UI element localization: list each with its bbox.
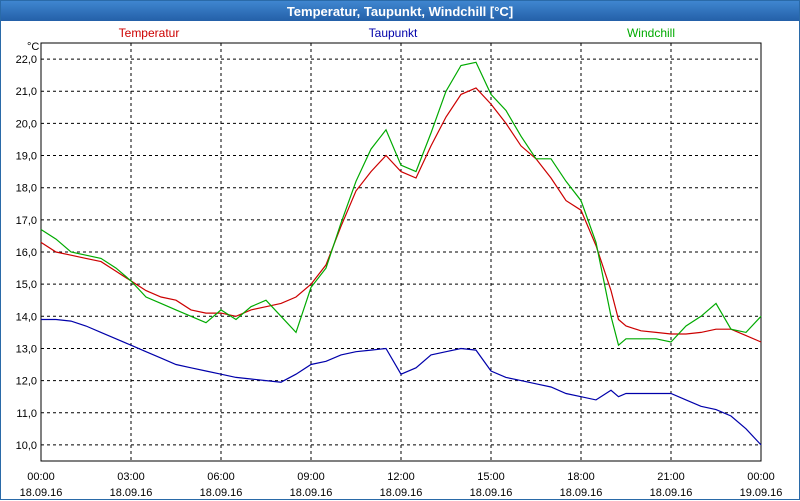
y-tick-label: 11,0: [16, 408, 37, 420]
legend-taupunkt: Taupunkt: [369, 26, 418, 40]
x-tick-time: 03:00: [117, 471, 145, 483]
x-tick-date: 19.09.16: [740, 487, 783, 499]
y-tick-label: 17,0: [16, 215, 37, 227]
x-tick-date: 18.09.16: [290, 487, 333, 499]
y-tick-label: 18,0: [16, 183, 37, 195]
window-title: Temperatur, Taupunkt, Windchill [°C]: [1, 1, 799, 21]
plot-border: [40, 42, 762, 462]
x-tick-time: 12:00: [387, 471, 415, 483]
y-tick-label: 16,0: [16, 247, 37, 259]
x-tick-time: 09:00: [297, 471, 325, 483]
x-tick-time: 18:00: [567, 471, 595, 483]
grid-lines: [41, 43, 761, 461]
y-tick-label: 20,0: [16, 118, 37, 130]
x-tick-date: 18.09.16: [20, 487, 63, 499]
x-tick-date: 18.09.16: [650, 487, 693, 499]
x-tick-time: 06:00: [207, 471, 235, 483]
y-axis-label: °C: [27, 41, 39, 53]
y-tick-label: 14,0: [16, 311, 37, 323]
x-tick-time: 21:00: [657, 471, 685, 483]
series-temperatur-line: [40, 87, 762, 343]
series-taupunkt-line: [41, 318, 762, 446]
x-tick-date: 18.09.16: [200, 487, 243, 499]
legend: Temperatur Taupunkt Windchill: [119, 26, 675, 40]
y-tick-label: 13,0: [16, 343, 37, 355]
y-tick-label: 15,0: [16, 279, 37, 291]
x-tick-time: 00:00: [27, 471, 55, 483]
x-tick-date: 18.09.16: [110, 487, 153, 499]
legend-windchill: Windchill: [627, 26, 675, 40]
series-windchill-line: [40, 61, 762, 347]
y-tick-label: 12,0: [16, 376, 37, 388]
y-tick-label: 10,0: [16, 440, 37, 452]
x-tick-date: 18.09.16: [380, 487, 423, 499]
x-tick-time: 00:00: [747, 471, 775, 483]
y-tick-labels: 10,0 11,0 12,0 13,0 14,0 15,0 16,0 17,0 18,0 19,0…: [16, 54, 37, 452]
y-tick-label: 22,0: [16, 54, 37, 66]
series-lines: [40, 61, 762, 446]
y-tick-label: 19,0: [16, 151, 37, 163]
legend-temperatur: Temperatur: [119, 26, 180, 40]
x-tick-time: 15:00: [477, 471, 505, 483]
x-tick-labels: 00:00 18.09.16 03:00 18.09.16 06:00 18.09.16 0…: [20, 471, 783, 499]
y-tick-label: 21,0: [16, 86, 37, 98]
x-tick-date: 18.09.16: [560, 487, 603, 499]
x-tick-date: 18.09.16: [470, 487, 513, 499]
